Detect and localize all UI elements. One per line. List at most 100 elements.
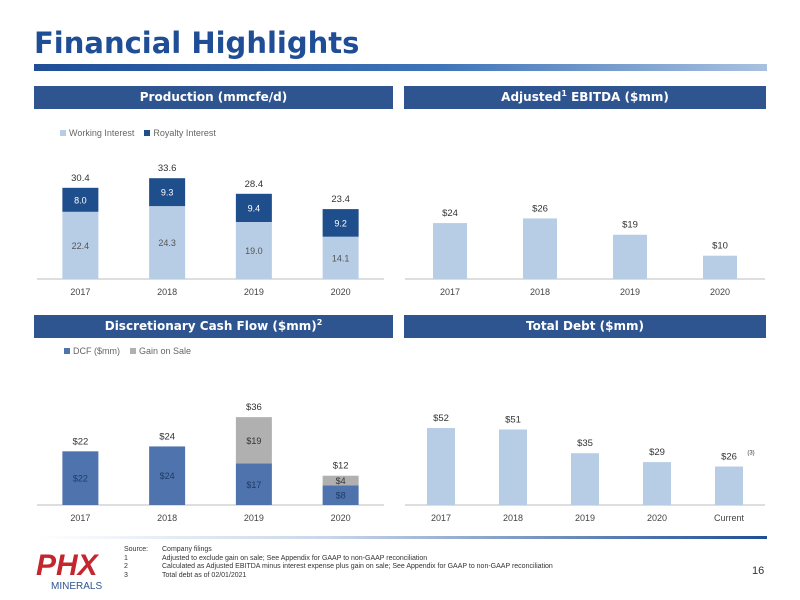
dcf-segment-label: $22: [73, 474, 88, 484]
page-title: Financial Highlights: [34, 26, 360, 60]
ebitda-bar: [613, 234, 647, 279]
debt-bar: [571, 453, 599, 505]
production-bar: [322, 209, 359, 237]
footnote-text: Total debt as of 02/01/2021: [162, 571, 247, 579]
dcf-data-label: $24: [159, 431, 175, 442]
production-header: Production (mmcfe/d): [34, 86, 393, 109]
debt-header: Total Debt ($mm): [404, 315, 766, 338]
debt-data-label: $35: [577, 438, 593, 449]
legend-swatch-mid-blue: [64, 348, 70, 354]
production-bar: [62, 187, 99, 212]
dcf-segment-label: $4: [336, 476, 346, 486]
debt-tick-label: 2019: [575, 513, 595, 523]
ebitda-data-label: $26: [532, 203, 548, 214]
ebitda-header-sup: 1: [561, 89, 567, 98]
footnote-row: Source: Company filings: [124, 546, 553, 555]
footnote-row: 3 Total debt as of 02/01/2021: [124, 572, 553, 581]
dcf-header-sup: 2: [316, 318, 323, 327]
dcf-header: Discretionary Cash Flow ($mm)2: [34, 315, 393, 338]
production-bar: [62, 211, 99, 279]
legend-label: Working Interest: [69, 128, 135, 138]
debt-bar: [643, 462, 671, 505]
ebitda-data-label: $19: [622, 220, 638, 231]
dcf-bar: [235, 417, 272, 464]
production-data-label: 23.4: [331, 194, 350, 205]
debt-tick-label: 2018: [503, 513, 523, 523]
legend-item-working-interest: Working Interest: [60, 128, 134, 138]
footer-divider: [34, 536, 767, 539]
production-tick-label: 2018: [157, 287, 177, 297]
dcf-tick-label: 2017: [70, 513, 90, 523]
legend-swatch-gray: [130, 348, 136, 354]
dcf-segment-label: $17: [246, 480, 261, 490]
debt-data-label: $26: [721, 452, 737, 463]
dcf-bar: [149, 446, 186, 505]
footnote-row: 2 Calculated as Adjusted EBITDA minus int…: [124, 563, 553, 572]
production-segment-label: 9.3: [161, 188, 174, 198]
dcf-data-label: $12: [333, 461, 349, 472]
debt-tick-label: 2017: [431, 513, 451, 523]
logo-text: PHX: [36, 549, 100, 582]
dcf-bar: [322, 475, 359, 486]
ebitda-data-label: $10: [712, 241, 728, 252]
debt-footnote-marker: (3): [747, 451, 754, 457]
footnote-row: 1 Adjusted to exclude gain on sale; See A…: [124, 555, 553, 564]
production-bar: [322, 236, 359, 279]
legend-swatch-light-blue: [60, 130, 66, 136]
footnote-text: Calculated as Adjusted EBITDA minus inte…: [162, 563, 553, 570]
production-tick-label: 2019: [244, 287, 264, 297]
debt-data-label: $51: [505, 415, 521, 426]
production-tick-label: 2020: [331, 287, 351, 297]
debt-data-label: $52: [433, 413, 449, 424]
production-bar: [235, 193, 272, 222]
production-segment-label: 8.0: [74, 195, 87, 205]
ebitda-header-pre: Adjusted: [501, 90, 562, 104]
phx-minerals-logo: PHX MINERALS: [36, 549, 102, 592]
dcf-data-label: $22: [72, 436, 88, 447]
ebitda-bar: [703, 255, 737, 279]
ebitda-tick-label: 2018: [530, 287, 550, 297]
debt-tick-label: 2020: [647, 513, 667, 523]
ebitda-tick-label: 2017: [440, 287, 460, 297]
production-legend: Working Interest Royalty Interest: [60, 128, 216, 138]
dcf-header-pre: Discretionary Cash Flow ($mm): [104, 319, 317, 333]
production-tick-label: 2017: [70, 287, 90, 297]
page-number: 16: [752, 565, 765, 577]
dcf-segment-label: $19: [246, 436, 261, 446]
production-data-label: 33.6: [158, 163, 177, 174]
production-bar: [149, 178, 186, 207]
ebitda-data-label: $24: [442, 208, 458, 219]
dcf-bar: [235, 463, 272, 505]
ebitda-header: Adjusted1 EBITDA ($mm): [404, 86, 766, 109]
production-segment-label: 9.4: [248, 203, 261, 213]
production-segment-label: 24.3: [158, 238, 176, 248]
production-bar: [149, 206, 186, 279]
legend-label: Gain on Sale: [139, 346, 192, 356]
production-data-label: 30.4: [71, 173, 90, 184]
production-data-label: 28.4: [245, 179, 264, 190]
dcf-bar: [62, 451, 99, 505]
production-segment-label: 14.1: [332, 253, 350, 263]
dcf-tick-label: 2019: [244, 513, 264, 523]
title-underline: [34, 64, 767, 71]
production-segment-label: 9.2: [334, 218, 347, 228]
logo-subtext: MINERALS: [51, 581, 102, 592]
dcf-data-label: $36: [246, 402, 262, 413]
ebitda-header-post: EBITDA ($mm): [566, 90, 669, 104]
footnotes: Source: Company filings 1 Adjusted to excl…: [124, 546, 553, 580]
dcf-tick-label: 2020: [331, 513, 351, 523]
footnote-key: 3: [124, 571, 128, 579]
legend-label: Royalty Interest: [153, 128, 216, 138]
footnote-text: Company filings: [162, 546, 212, 553]
legend-swatch-dark-blue: [144, 130, 151, 136]
dcf-segment-label: $8: [336, 491, 346, 501]
ebitda-bar: [433, 223, 467, 279]
footnote-key: 2: [124, 563, 128, 570]
debt-bar: [715, 466, 743, 505]
debt-bar: [427, 428, 455, 505]
production-segment-label: 19.0: [245, 246, 263, 256]
legend-item-royalty-interest: Royalty Interest: [144, 128, 216, 138]
debt-data-label: $29: [649, 447, 665, 458]
legend-label: DCF ($mm): [73, 346, 120, 356]
